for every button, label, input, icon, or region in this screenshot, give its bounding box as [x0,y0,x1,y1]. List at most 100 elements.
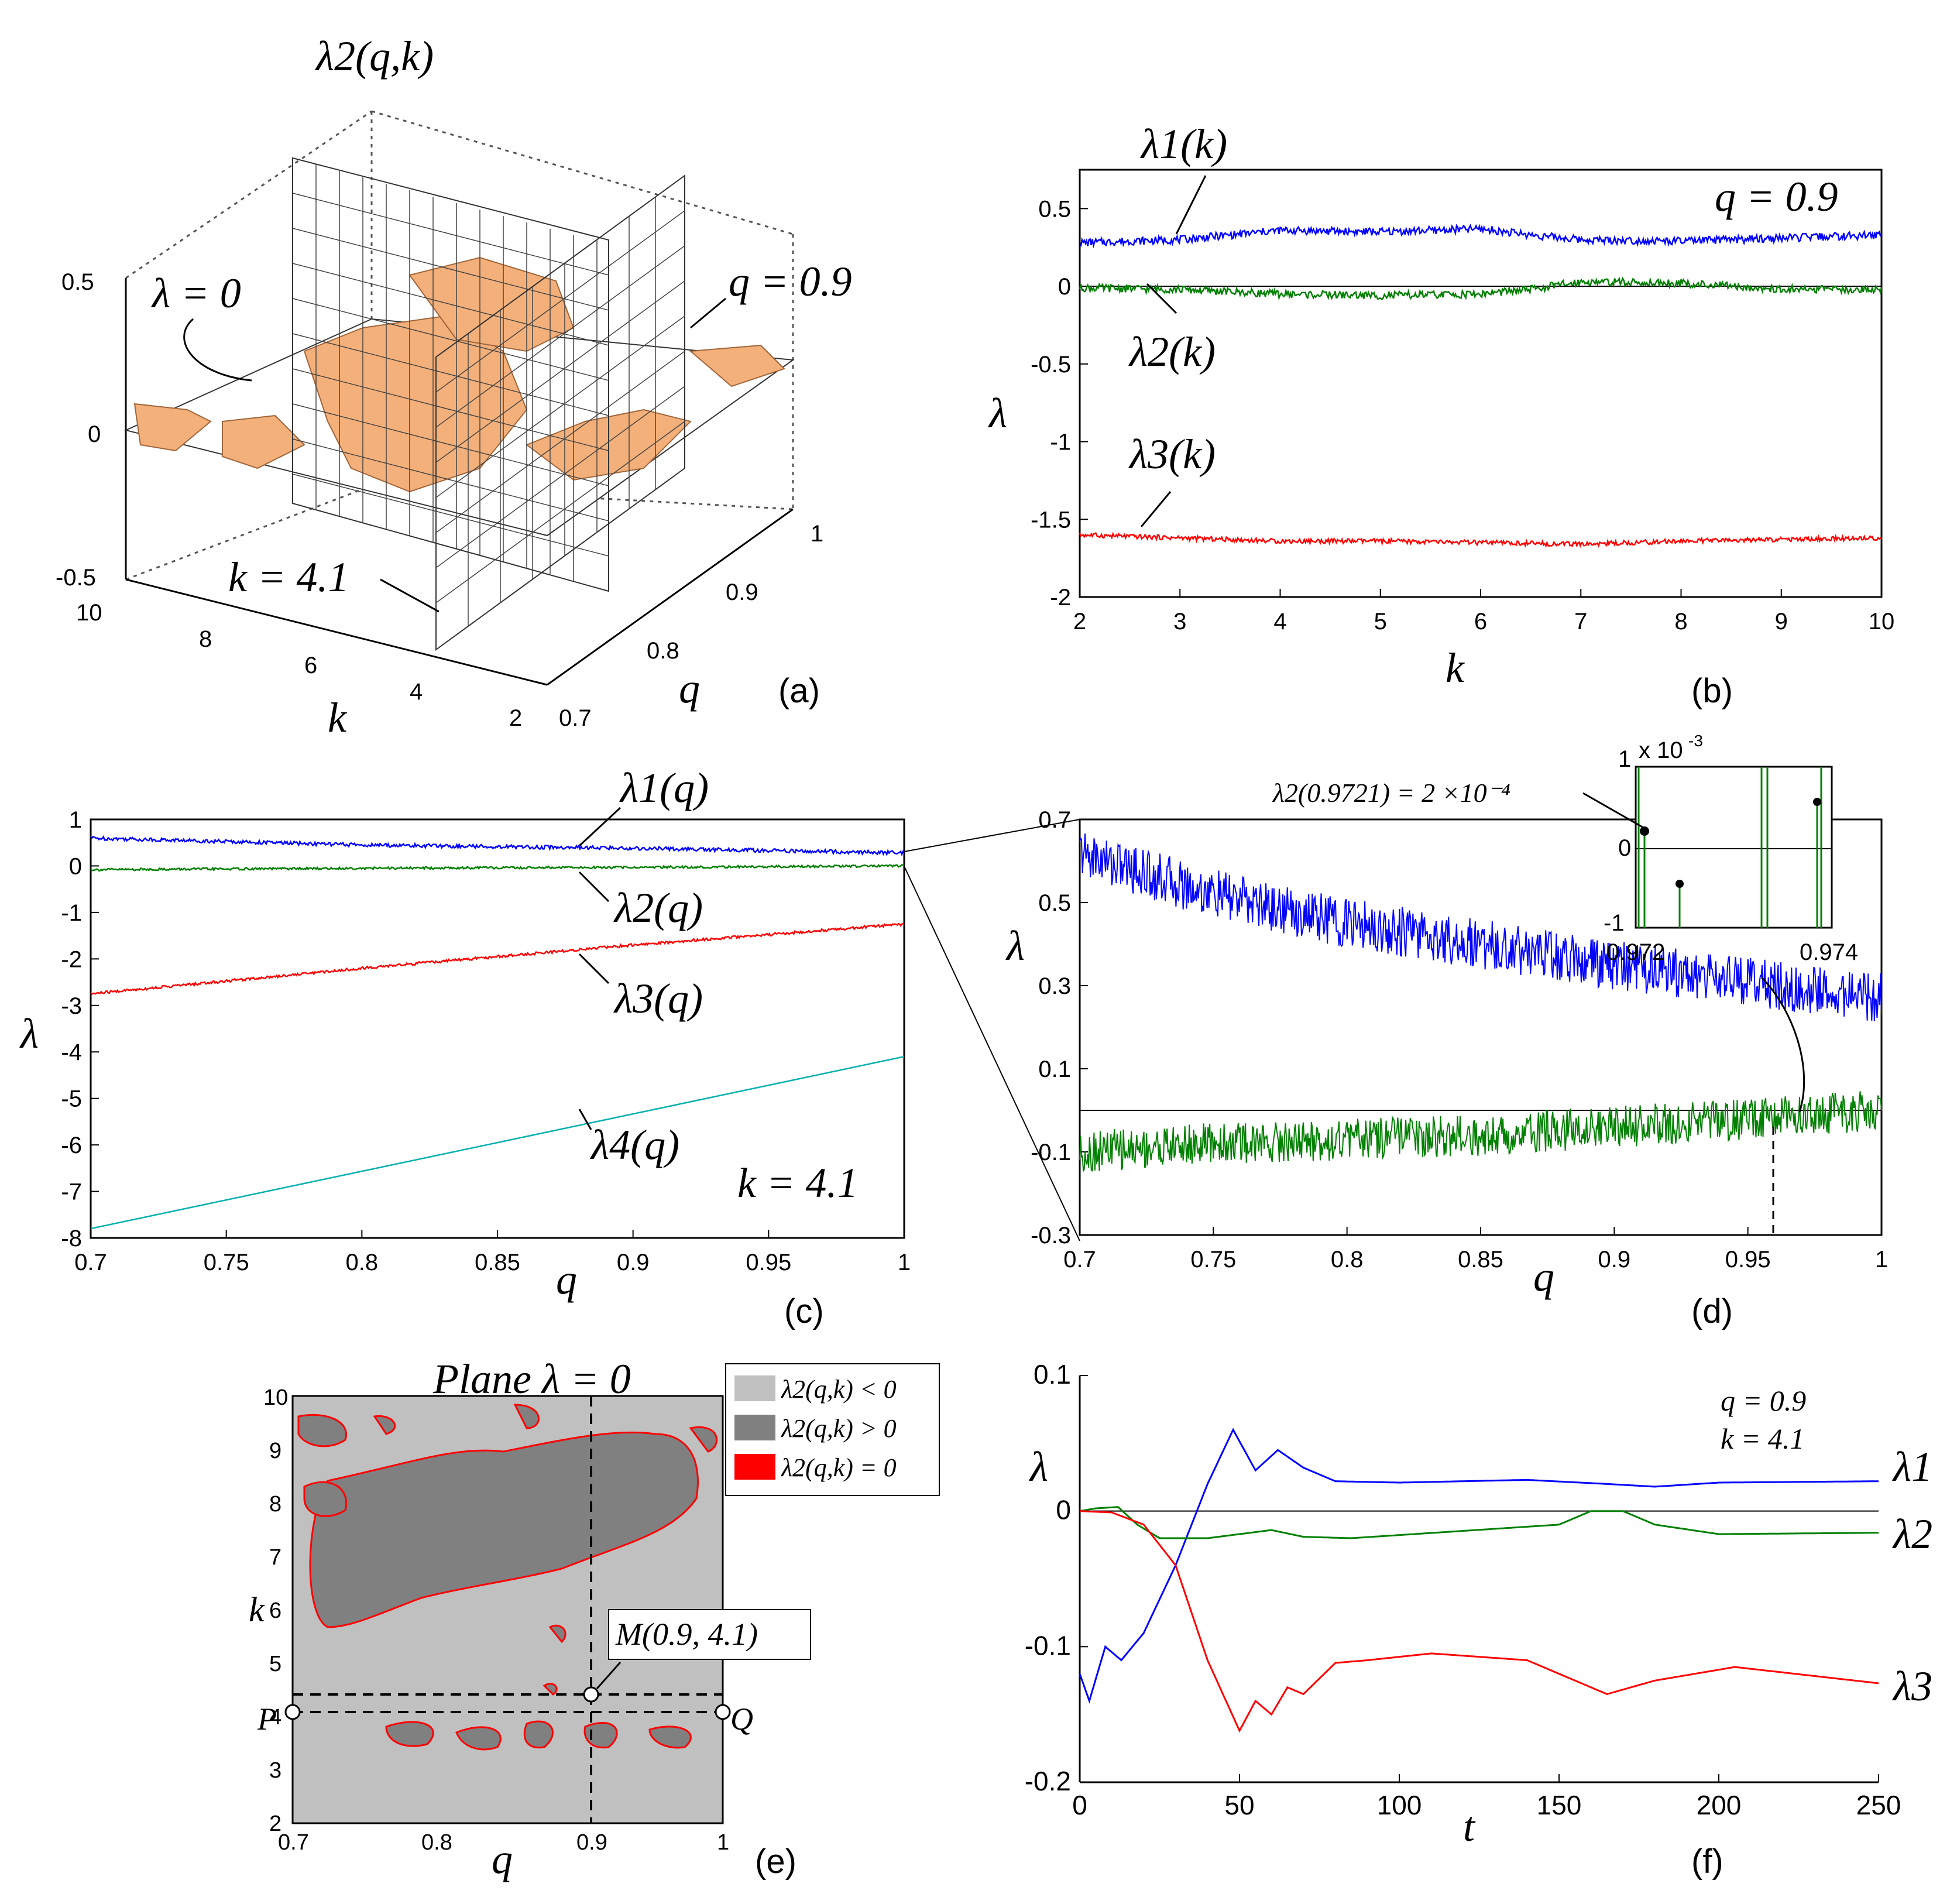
e-point-m-label: M(0.9, 4.1) [615,1617,758,1652]
f-x-tick: 250 [1856,1790,1901,1820]
a-z-tick: 0.5 [61,269,94,295]
a-z-tick: -0.5 [56,565,96,591]
b-legend-3: λ3(k) [1128,431,1216,478]
c-y-tick: -2 [61,946,82,972]
b-xlabel: k [1446,644,1465,691]
a-k-tick: 10 [76,600,102,626]
c-series-line [90,922,905,995]
b-series-line [1079,224,1882,249]
a-q-label: q [679,665,700,712]
c-y-tick: -8 [61,1226,82,1251]
c-x-tick: 0.8 [346,1250,379,1275]
e-point-m [583,1686,599,1703]
f-series-line [1079,1428,1879,1704]
a-k-tick: 2 [509,705,522,731]
f-x-tick: 200 [1697,1790,1742,1820]
c-y-tick: 1 [69,807,82,833]
panel-c: 0.7 0.75 0.8 0.85 0.9 0.95 1 1 0 -1 -2 -3 -4 -5 -6 -7 -8… [19,764,911,1330]
e-legend-swatch [734,1454,775,1480]
c-x-tick: 0.7 [74,1250,107,1275]
e-xlabel: q [492,1836,513,1882]
c-legend-4: λ4(q) [590,1121,679,1168]
f-series-line [1079,1506,1879,1539]
d-x-tick: 0.95 [1725,1247,1771,1272]
f-x-tick: 0 [1072,1790,1087,1820]
b-legend-1: λ1(k) [1140,121,1227,167]
b-x-tick: 6 [1474,609,1487,634]
d-inset-y-tick: -1 [1604,910,1625,936]
e-legend-swatch [734,1375,775,1401]
c-y-tick: -5 [61,1086,82,1112]
b-x-tick: 3 [1173,609,1186,634]
panel-d-label: (d) [1691,1292,1733,1330]
a-z-tick: 0 [88,421,101,447]
f-xlabel: t [1463,1803,1476,1850]
a-k-tick: 4 [410,679,423,705]
f-x-tick: 150 [1537,1790,1582,1820]
b-ylabel: λ [988,390,1007,437]
f-y-tick: 0.1 [1034,1359,1071,1390]
c-legend-2: λ2(q) [613,884,703,931]
d-x-tick: 0.9 [1598,1247,1631,1272]
d-y-tick: 0.1 [1038,1056,1071,1082]
e-legend-entry: λ2(q,k) = 0 [780,1453,897,1482]
e-point-p [284,1704,301,1720]
e-x-tick: 1 [717,1830,729,1855]
e-y-tick: 3 [269,1758,281,1783]
b-y-tick: -0.5 [1031,352,1071,378]
d-x-tick: 1 [1875,1247,1888,1272]
a-annotation: λ = 0 [151,270,241,317]
c-legend-3: λ3(q) [613,975,703,1022]
c-y-tick: -3 [61,993,82,1019]
panel-f: 0 50 100 150 200 250 0.1 0 -0.1 -0.2 q = 0.9 k = … [1025,1359,1932,1881]
c-x-tick: 0.9 [617,1250,650,1275]
d-inset-x-tick: 0.972 [1606,939,1665,965]
a-k-tick: 6 [304,653,317,678]
c-x-tick: 1 [898,1250,911,1275]
panel-b: 2 3 4 5 6 7 8 9 10 0.5 0 -0.5 -1 -1.5 -2 λ1(k) λ2(k) λ… [988,121,1894,710]
b-x-tick: 7 [1574,609,1587,634]
d-y-tick: 0.3 [1038,973,1071,999]
e-y-tick: 2 [269,1812,281,1836]
c-x-tick: 0.85 [475,1250,520,1275]
e-y-tick: 7 [269,1545,281,1570]
d-y-tick: 0.5 [1038,890,1071,916]
f-legend-1: λ1 [1892,1443,1932,1490]
d-inset-exponent-label: x 10 [1639,737,1683,763]
d-inset-y-tick: 1 [1618,746,1631,772]
panel-d: 0.7 0.75 0.8 0.85 0.9 0.95 1 0.7 0.5 0.3 0.1 -0.1 -0… [1005,732,1888,1330]
d-inset-y-tick: 0 [1618,835,1631,861]
f-legend-3: λ3 [1892,1663,1932,1710]
panel-b-label: (b) [1691,672,1733,710]
panel-c-label: (c) [784,1292,824,1330]
e-y-tick: 8 [269,1492,281,1517]
b-x-tick: 8 [1674,609,1687,634]
b-x-tick: 10 [1869,609,1895,634]
c-x-tick: 0.75 [204,1250,249,1275]
f-x-tick: 100 [1377,1790,1422,1820]
f-y-tick: 0 [1056,1495,1071,1525]
c-y-tick: -6 [61,1133,82,1158]
c-ylabel: λ [19,1010,39,1057]
b-series-line [1079,531,1882,548]
b-series-line [1079,276,1883,301]
e-x-tick: 0.9 [576,1830,607,1855]
f-annotation: k = 4.1 [1721,1422,1804,1455]
e-ylabel: k [249,1590,265,1629]
e-legend-entry: λ2(q,k) < 0 [780,1375,897,1404]
panel-f-label: (f) [1691,1843,1723,1881]
e-point-q [715,1704,731,1720]
c-x-tick: 0.95 [746,1250,791,1275]
d-series-line [1079,833,1882,1021]
d-x-tick: 0.75 [1190,1247,1236,1272]
d-inset-x-tick: 0.974 [1800,939,1858,965]
e-x-tick: 0.7 [278,1830,309,1855]
panel-a-label: (a) [778,672,820,710]
b-x-tick: 4 [1273,609,1286,634]
d-series-line [1079,1091,1882,1173]
b-annotation: q = 0.9 [1715,173,1838,220]
f-y-tick: -0.2 [1025,1766,1071,1796]
panel-e: Plane λ = 0 M(0.9, 4.1) P Q [249,1356,940,1882]
c-y-tick: -1 [61,900,82,926]
a-q-tick: 0.7 [559,705,592,731]
